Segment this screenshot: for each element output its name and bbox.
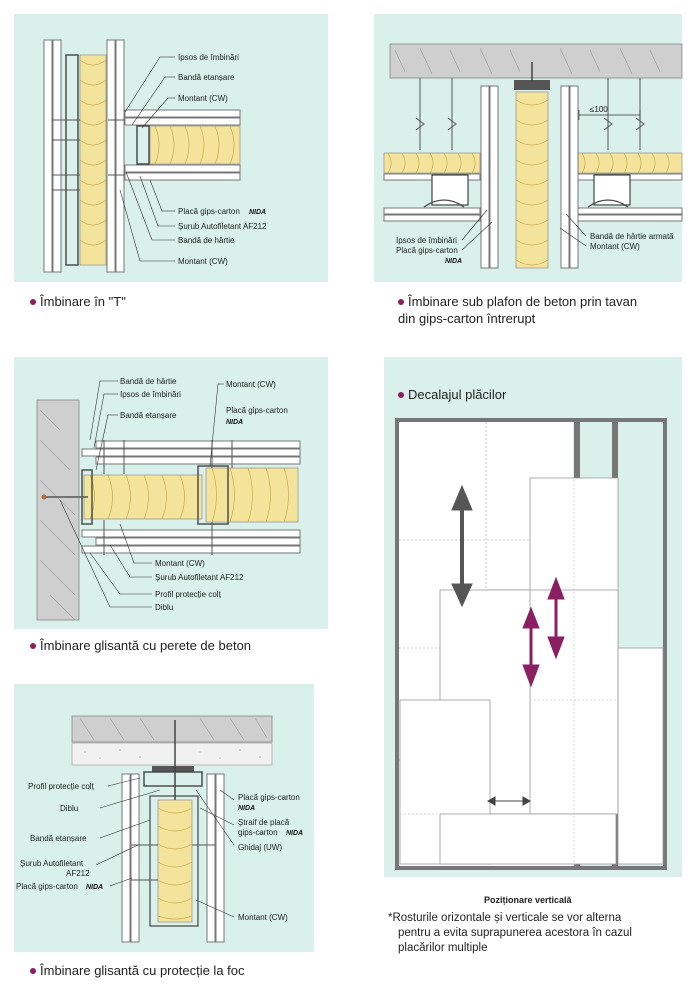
label-profil-colt: Profil protecție colț [28,782,95,791]
label-montant-cw-2: Montant (CW) [155,559,205,568]
nida-logo: NIDA [226,419,243,426]
label-banda-etansare: Bandă etanșare [120,411,177,420]
label-banda-hartie: Bandă de hârtie [120,377,177,386]
nida-logo: NIDA [238,805,255,812]
bullet-dot [30,642,36,649]
label-af212: AF212 [66,869,90,878]
offset-title: Decalajul plăcilor [398,386,506,403]
label-montant-cw: Montant (CW) [238,913,288,922]
label-montant-cw: Montant (CW) [226,380,276,389]
nida-logo: NIDA [286,830,303,837]
nida-logo: NIDA [445,258,462,265]
bullet-dot [398,391,404,398]
label-ipsos: Ipsos de îmbinări [396,236,457,245]
label-banda-hartie: Bandă de hârtie [178,236,235,245]
label-placa: Placă gips-carton [226,406,288,415]
dimension-label: ≤100 [590,105,608,114]
bullet-dot [30,298,36,305]
label-surub: Șurub Autofiletant AF212 [155,573,244,582]
nida-logo: NIDA [86,884,103,891]
label-ghidaj: Ghidaj (UW) [238,843,282,852]
label-placa: Placă gips-carton [178,207,240,216]
caption-sliding-concrete: Îmbinare glisantă cu perete de beton [30,637,251,654]
caption-t-joint: Îmbinare în "T" [30,293,126,310]
label-banda-etansare: Bandă etanșare [178,73,235,82]
label-surub: Șurub Autofiletant [20,859,84,868]
offset-subtitle: Poziționare verticală [484,895,572,905]
caption-ceiling-joint: Îmbinare sub plafon de beton prin tavan … [398,294,638,326]
label-straif: Ștraif de placă [238,818,290,827]
label-placa: Placă gips-carton [16,882,78,891]
label-profil-colt: Profil protecție colț [155,590,222,599]
offset-note: *Rosturile orizontale și verticale se vo… [388,912,632,954]
label-placa: Placă gips-carton [396,246,458,255]
panel-offset [384,357,682,877]
label-placa-right: Placă gips-carton [238,793,300,802]
label-diblu: Diblu [60,804,78,813]
caption-sliding-fire: Îmbinare glisantă cu protecție la foc [30,962,245,979]
label-straif-2: gips-carton [238,828,278,837]
label-banda-etansare: Bandă etanșare [30,834,87,843]
label-diblu: Diblu [155,603,173,612]
label-banda-armata: Bandă de hârtie armată [590,232,674,241]
label-ipsos: Ipsos de îmbinări [178,53,239,62]
label-montant-cw: Montant (CW) [590,242,640,251]
label-ipsos: Ipsos de îmbinări [120,390,181,399]
bullet-dot [398,298,404,305]
label-surub: Șurub Autofiletant AF212 [178,222,267,231]
bullet-dot [30,967,36,974]
label-montant-cw-2: Montant (CW) [178,257,228,266]
label-montant-cw: Montant (CW) [178,94,228,103]
nida-logo: NIDA [249,209,266,216]
